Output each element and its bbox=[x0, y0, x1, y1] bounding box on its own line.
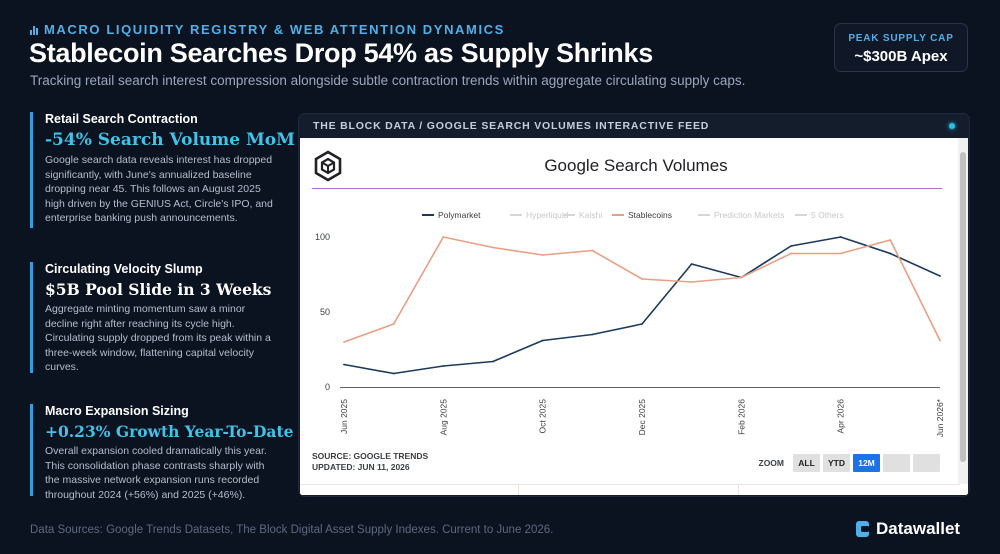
data-point-polymarket bbox=[442, 365, 445, 367]
panel-bar: THE BLOCK DATA / GOOGLE SEARCH VOLUMES I… bbox=[299, 114, 969, 138]
data-point-polymarket bbox=[839, 236, 842, 238]
data-point-polymarket bbox=[492, 360, 494, 363]
insight-macro-expansion: Macro Expansion Sizing +0.23% Growth Yea… bbox=[30, 404, 294, 501]
zoom-ytd-button[interactable]: YTD bbox=[823, 454, 850, 472]
chart-source: SOURCE: GOOGLE TRENDS UPDATED: JUN 11, 2… bbox=[312, 451, 428, 472]
data-point-stablecoins bbox=[939, 339, 941, 342]
source-line: SOURCE: GOOGLE TRENDS bbox=[312, 451, 429, 461]
insight-heading: Circulating Velocity Slump bbox=[45, 262, 203, 276]
legend-item-kalshi: Kalshi bbox=[579, 210, 602, 220]
chart-title: Google Search Volumes bbox=[544, 156, 728, 175]
insight-body: Overall expansion cooled dramatically th… bbox=[45, 445, 267, 501]
updated-line: UPDATED: JUN 11, 2026 bbox=[312, 461, 410, 472]
insight-velocity-slump: Circulating Velocity Slump $5B Pool Slid… bbox=[30, 262, 275, 373]
data-point-stablecoins bbox=[492, 246, 494, 249]
series-line-stablecoins bbox=[343, 236, 941, 343]
data-point-stablecoins bbox=[343, 341, 345, 343]
page-title: Stablecoin Searches Drop 54% as Supply S… bbox=[29, 38, 653, 68]
data-point-stablecoins bbox=[889, 239, 892, 241]
frame-footer bbox=[300, 484, 960, 495]
legend-item-polymarket: Polymarket bbox=[438, 210, 481, 220]
scrollbar-thumb[interactable] bbox=[960, 152, 966, 462]
data-point-polymarket bbox=[939, 275, 941, 277]
insight-heading: Macro Expansion Sizing bbox=[45, 404, 189, 418]
insight-body: Aggregate minting momentum saw a minor d… bbox=[45, 303, 271, 373]
data-point-polymarket bbox=[790, 245, 792, 247]
insight-search-contraction: Retail Search Contraction -54% Search Vo… bbox=[30, 112, 295, 228]
y-tick-label: 0 bbox=[325, 382, 330, 392]
data-point-stablecoins bbox=[392, 323, 395, 325]
brand-name: Datawallet bbox=[876, 519, 961, 538]
chart-frame: Google Search Volumes Polymarket Hyperliq… bbox=[300, 138, 968, 495]
bar-chart-icon bbox=[30, 25, 38, 35]
data-point-stablecoins bbox=[740, 276, 743, 279]
page-subtitle: Tracking retail search interest compress… bbox=[30, 73, 746, 88]
y-tick-label: 50 bbox=[320, 307, 330, 317]
insight-stat: -54% Search Volume MoM bbox=[45, 130, 295, 150]
insight-heading: Retail Search Contraction bbox=[45, 112, 198, 126]
x-tick-label: Feb 2026 bbox=[736, 399, 746, 435]
data-point-polymarket bbox=[392, 372, 395, 375]
zoom-controls: ZOOM ALL YTD 12M bbox=[758, 454, 940, 472]
data-point-stablecoins bbox=[541, 254, 544, 256]
search-volume-chart: Polymarket Hyperliquid Kalshi Stablecoins Pr… bbox=[315, 210, 945, 437]
chart-panel: THE BLOCK DATA / GOOGLE SEARCH VOLUMES I… bbox=[298, 113, 970, 497]
peak-supply-value: ~$300B Apex bbox=[854, 48, 948, 65]
insight-stat: +0.23% Growth Year-To-Date bbox=[45, 422, 294, 441]
data-point-stablecoins bbox=[690, 281, 693, 283]
data-point-polymarket bbox=[641, 323, 643, 325]
brand: Datawallet bbox=[855, 519, 960, 539]
x-tick-label: Jun 2025 bbox=[339, 399, 349, 434]
legend-item-5-others: 5 Others bbox=[811, 210, 844, 220]
x-tick-label: Oct 2025 bbox=[538, 399, 548, 434]
peak-supply-badge: PEAK SUPPLY CAP ~$300B Apex bbox=[834, 23, 968, 72]
x-tick-label: Jun 2026* bbox=[935, 398, 945, 437]
live-indicator-icon bbox=[949, 123, 955, 129]
zoom-12m-button[interactable]: 12M bbox=[853, 454, 880, 472]
data-point-stablecoins bbox=[641, 278, 643, 280]
data-point-polymarket bbox=[889, 252, 892, 255]
data-point-stablecoins bbox=[591, 249, 594, 252]
zoom-label: ZOOM bbox=[758, 458, 785, 468]
insight-body: Google search data reveals interest has … bbox=[45, 154, 273, 224]
header-kicker: MACRO LIQUIDITY REGISTRY & WEB ATTENTION… bbox=[30, 22, 505, 37]
footer-sources: Data Sources: Google Trends Datasets, Th… bbox=[30, 524, 554, 536]
legend-item-prediction-markets: Prediction Markets bbox=[714, 210, 784, 220]
zoom-extra-button[interactable] bbox=[913, 454, 940, 472]
legend-item-hyperliquid: Hyperliquid bbox=[526, 210, 569, 220]
data-point-polymarket bbox=[541, 339, 544, 342]
zoom-all-button[interactable]: ALL bbox=[793, 454, 820, 472]
data-point-stablecoins bbox=[790, 252, 792, 255]
data-point-polymarket bbox=[343, 363, 345, 366]
title-divider bbox=[312, 188, 942, 189]
zoom-extra-button[interactable] bbox=[883, 454, 910, 472]
data-point-stablecoins bbox=[839, 252, 842, 255]
data-point-stablecoins bbox=[442, 236, 445, 238]
x-tick-label: Apr 2026 bbox=[836, 399, 846, 434]
data-point-polymarket bbox=[690, 263, 693, 265]
series-line-polymarket bbox=[343, 236, 941, 375]
peak-supply-label: PEAK SUPPLY CAP bbox=[848, 33, 954, 44]
legend-item-stablecoins: Stablecoins bbox=[628, 210, 672, 220]
data-point-polymarket bbox=[591, 333, 594, 336]
x-tick-label: Dec 2025 bbox=[637, 399, 647, 436]
panel-title: THE BLOCK DATA / GOOGLE SEARCH VOLUMES I… bbox=[313, 120, 710, 132]
y-tick-label: 100 bbox=[315, 232, 330, 242]
datawallet-logo-icon bbox=[856, 521, 869, 537]
kicker-text: MACRO LIQUIDITY REGISTRY & WEB ATTENTION… bbox=[44, 22, 505, 37]
x-tick-label: Aug 2025 bbox=[438, 399, 448, 436]
scrollbar[interactable] bbox=[958, 138, 968, 484]
insight-stat: $5B Pool Slide in 3 Weeks bbox=[45, 280, 272, 299]
cube-hexagon-icon bbox=[314, 150, 342, 182]
